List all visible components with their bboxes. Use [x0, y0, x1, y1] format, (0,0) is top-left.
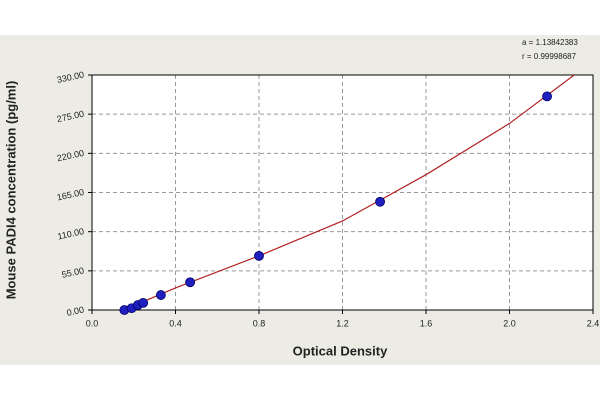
data-point [185, 277, 196, 288]
x-tick-label: 1.6 [420, 318, 433, 328]
y-tick-label: 55.00 [61, 265, 85, 279]
x-tick-label: 2.4 [587, 318, 600, 328]
data-point [254, 250, 264, 261]
x-tick-label: 2.0 [503, 318, 516, 328]
data-point [542, 91, 552, 102]
x-tick-label: 0.8 [253, 318, 266, 328]
y-axis-title: Mouse PADI4 concentration (pg/ml) [3, 81, 18, 300]
plot-border [91, 74, 594, 311]
data-point [375, 196, 385, 207]
plot-area [91, 74, 594, 311]
x-axis-title: Optical Density [293, 343, 388, 358]
data-point [138, 297, 149, 308]
x-tick-label: 1.2 [336, 318, 349, 328]
annotation: r = 0.99998687 [522, 52, 577, 61]
x-tick-label: 0.4 [169, 318, 182, 328]
fit-curve [123, 74, 575, 311]
x-tick-label: 0.0 [86, 318, 99, 328]
data-point [155, 290, 166, 300]
y-tick-label: 0.00 [66, 304, 85, 317]
annotation: a = 1.13842383 [522, 38, 578, 47]
